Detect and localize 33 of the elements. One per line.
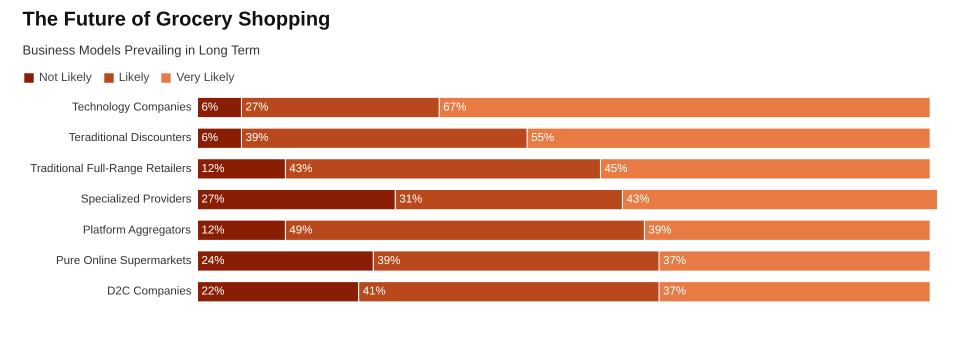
- y-tick-label: Pure Online Supermarkets: [56, 255, 192, 267]
- data-label: 31%: [399, 194, 422, 206]
- y-tick-label: Technology Companies: [72, 102, 192, 114]
- y-tick-label: Platform Aggregators: [82, 224, 192, 236]
- data-label: 49%: [289, 224, 312, 236]
- data-label: 12%: [202, 224, 225, 236]
- data-label: 37%: [663, 255, 686, 267]
- y-tick-label: Specialized Providers: [80, 194, 192, 206]
- chart-subtitle: Business Models Prevailing in Long Term: [22, 42, 260, 58]
- data-label: 12%: [202, 162, 225, 175]
- data-label: 22%: [202, 286, 225, 298]
- legend-label: Not Likely: [39, 70, 92, 84]
- y-tick-label: Traditional Full-Range Retailers: [30, 162, 192, 175]
- data-label: 27%: [202, 194, 225, 206]
- legend-label: Very Likely: [176, 70, 234, 84]
- data-label: 27%: [245, 102, 268, 114]
- data-label: 39%: [648, 224, 672, 236]
- chart-title: The Future of Grocery Shopping: [22, 8, 330, 30]
- data-label: 45%: [604, 162, 628, 175]
- data-label: 6%: [202, 102, 218, 114]
- data-label: 43%: [626, 194, 650, 206]
- data-label: 39%: [245, 132, 268, 144]
- y-tick-label: D2C Companies: [107, 286, 192, 298]
- data-label: 41%: [362, 286, 386, 298]
- data-label: 37%: [663, 286, 686, 298]
- data-label: 55%: [531, 132, 554, 144]
- data-label: 24%: [202, 255, 225, 267]
- data-label: 67%: [443, 102, 466, 114]
- data-label: 6%: [202, 132, 218, 144]
- data-label: 43%: [289, 162, 312, 175]
- y-tick-label: Teraditional Discounters: [68, 132, 192, 144]
- data-label: 39%: [377, 255, 400, 267]
- legend-label: Likely: [118, 70, 150, 84]
